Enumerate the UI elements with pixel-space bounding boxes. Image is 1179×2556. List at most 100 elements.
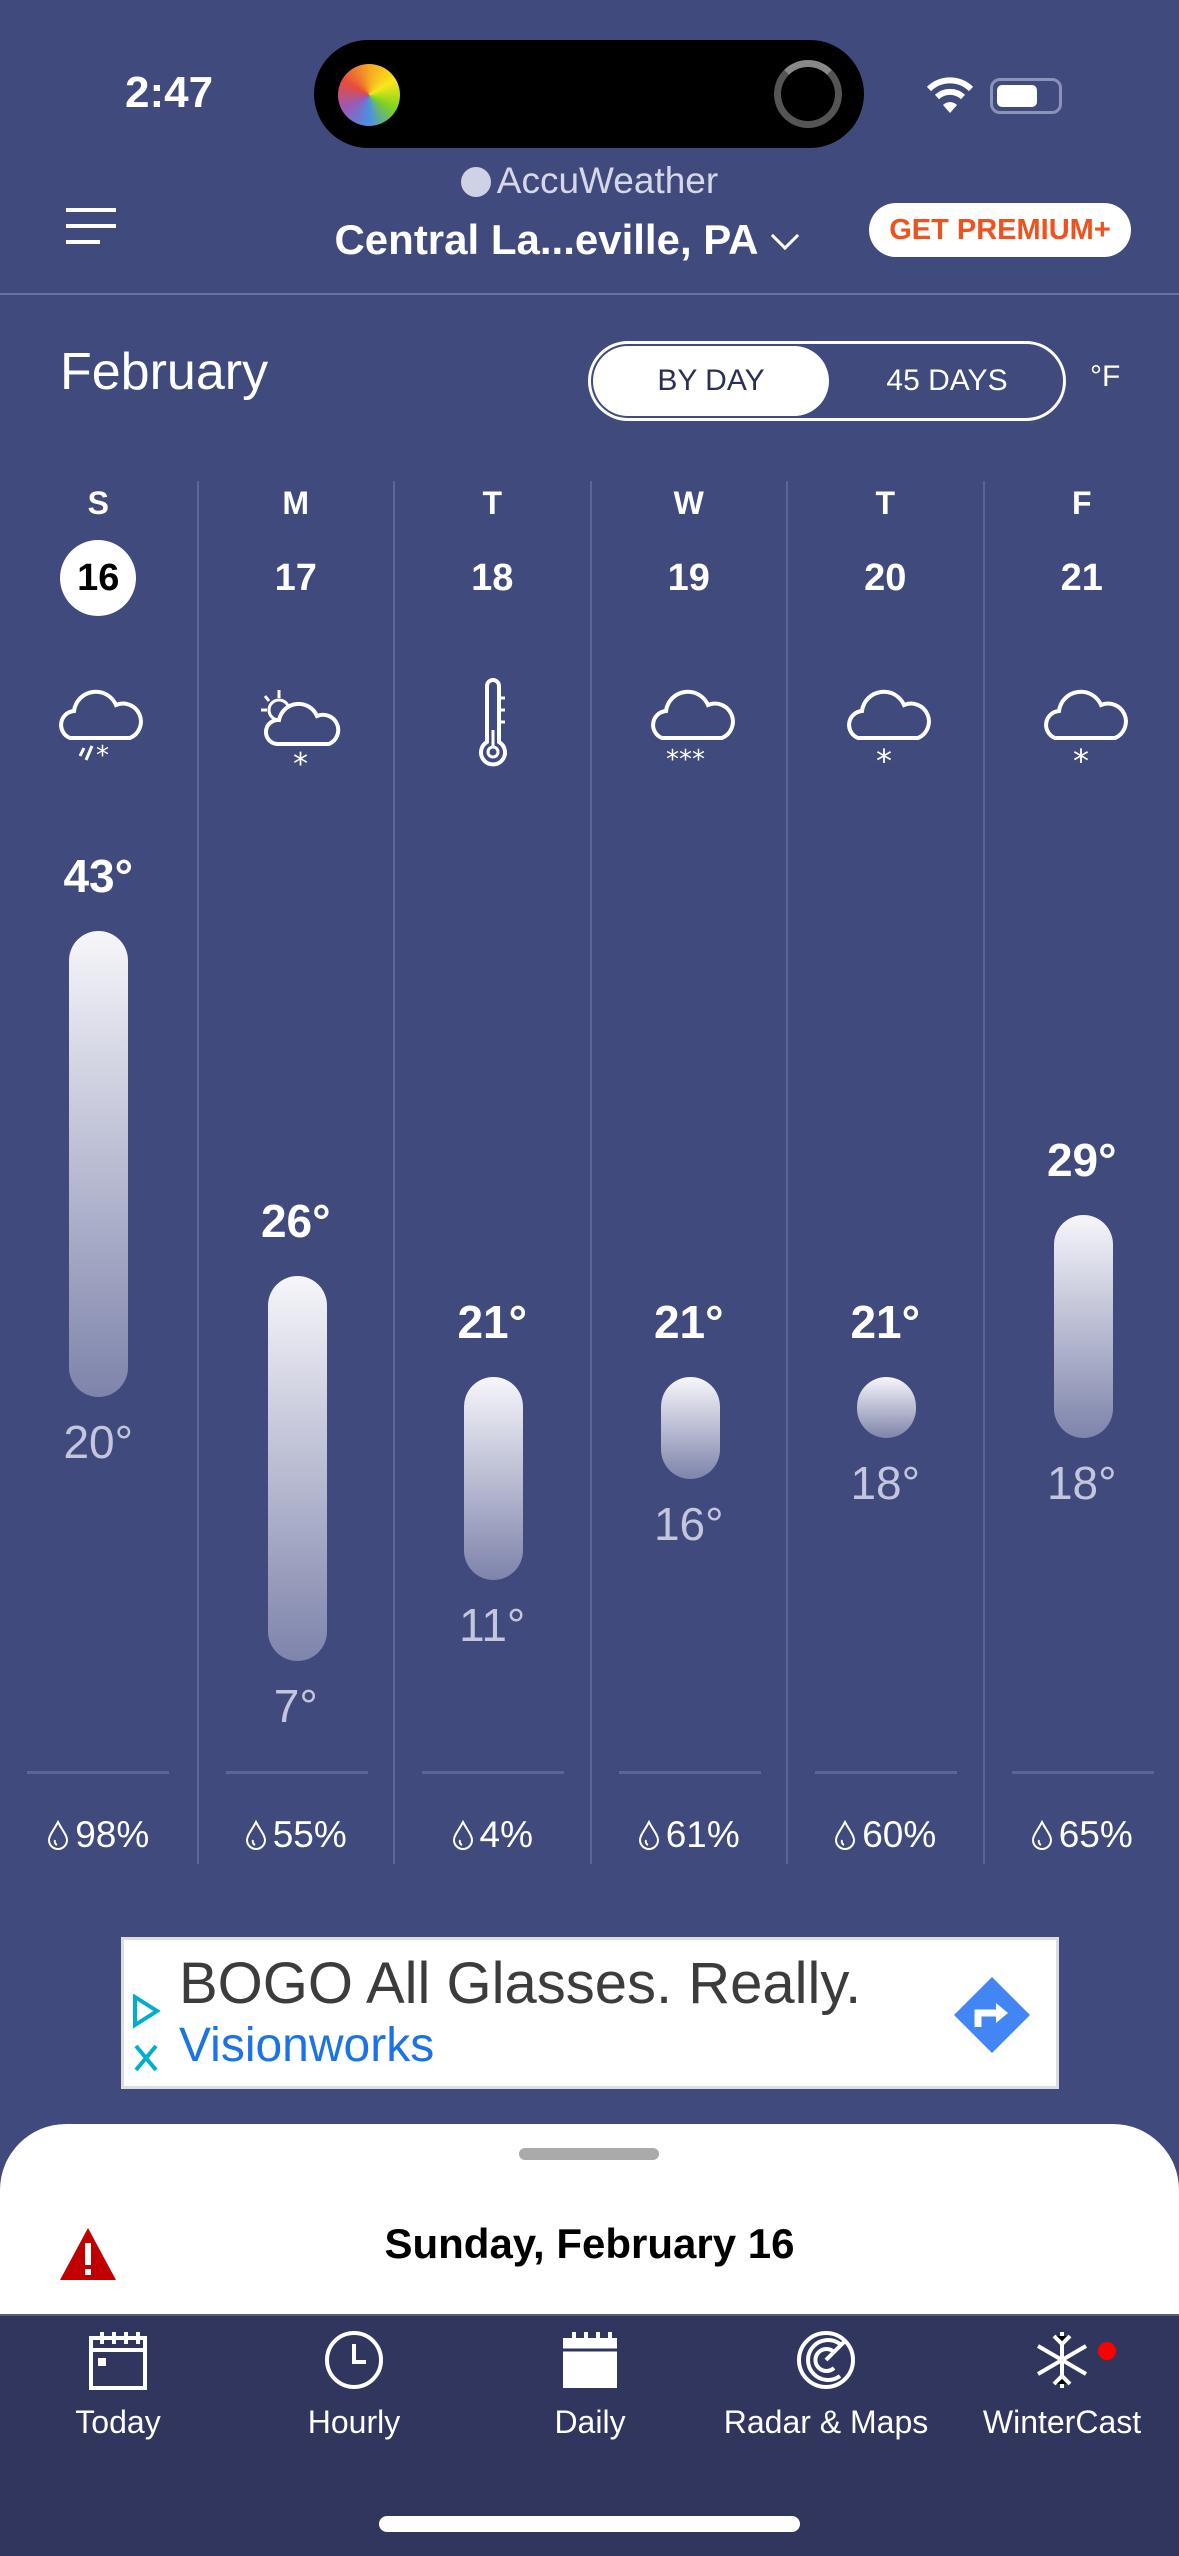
high-temp: 43° xyxy=(63,850,134,902)
battery-icon xyxy=(990,78,1062,114)
high-temp: 29° xyxy=(1046,1133,1117,1186)
notification-dot xyxy=(1098,2342,1116,2360)
precip-chance: 60% xyxy=(788,1814,983,1856)
day-date: 17 xyxy=(274,557,317,599)
precip-chance: 65% xyxy=(985,1814,1179,1856)
day-date: 20 xyxy=(864,557,907,599)
raindrop-icon xyxy=(245,1814,273,1855)
calendar-today-icon xyxy=(89,2332,147,2390)
column-divider xyxy=(618,1771,761,1774)
tab-radar-maps[interactable]: Radar & Maps xyxy=(708,2330,944,2441)
alert-warning-icon[interactable] xyxy=(58,2146,118,2376)
photos-icon xyxy=(338,64,400,126)
high-temp: 21° xyxy=(850,1296,921,1349)
snow-icon: * xyxy=(1043,689,1128,776)
svg-text:*: * xyxy=(1073,742,1089,776)
raindrop-icon xyxy=(47,1814,75,1855)
temp-range-bar xyxy=(1053,1214,1113,1438)
day-date: 21 xyxy=(1060,557,1103,599)
day-column[interactable]: T 20 * 21° 18° 60% xyxy=(786,481,983,1864)
precip-chance: 98% xyxy=(0,1814,197,1856)
month-title: February xyxy=(60,343,269,401)
snowflake-icon xyxy=(1036,2332,1088,2388)
day-column[interactable]: F 21 * 29° 18° 65% xyxy=(982,481,1179,1864)
status-time: 2:47 xyxy=(125,68,214,117)
day-column[interactable]: W 19 *** 21° 16° 61% xyxy=(589,481,787,1864)
tab-today[interactable]: Today xyxy=(0,2330,236,2441)
day-letter: S xyxy=(87,485,109,521)
low-temp: 11° xyxy=(459,1598,526,1651)
svg-text:***: *** xyxy=(666,745,705,775)
sun-logo-icon xyxy=(460,167,491,197)
column-divider xyxy=(815,1771,957,1774)
raindrop-icon xyxy=(1031,1814,1059,1855)
brand-logo: AccuWeather xyxy=(0,160,1179,202)
unit-toggle[interactable]: °F xyxy=(1090,360,1121,393)
temp-range-bar xyxy=(464,1377,523,1580)
progress-ring-icon xyxy=(774,60,842,128)
column-divider xyxy=(422,1771,564,1774)
raindrop-icon xyxy=(638,1814,666,1855)
radar-icon xyxy=(797,2331,855,2389)
precip-chance: 55% xyxy=(199,1814,394,1856)
menu-button[interactable] xyxy=(66,208,116,256)
day-date: 18 xyxy=(471,557,514,599)
rain-snow-icon: * xyxy=(59,689,143,771)
temp-range-bar xyxy=(857,1377,916,1438)
header-divider xyxy=(0,293,1179,295)
tab-daily[interactable]: Daily xyxy=(472,2330,708,2441)
day-column[interactable]: T 18 21° 11° 4% xyxy=(393,481,590,1864)
view-toggle[interactable]: BY DAY 45 DAYS xyxy=(588,341,1066,421)
partly-sunny-snow-icon: * xyxy=(260,690,340,776)
sheet-drag-handle[interactable] xyxy=(519,2148,659,2160)
tab-wintercast[interactable]: WinterCast xyxy=(944,2330,1179,2441)
svg-text:*: * xyxy=(876,742,892,776)
column-divider xyxy=(1011,1771,1154,1774)
low-temp: 18° xyxy=(850,1457,921,1509)
day-column[interactable]: S 16 * 43° 20° 98% xyxy=(0,481,197,1864)
temp-range-bar xyxy=(267,1275,327,1662)
low-temp: 16° xyxy=(653,1497,724,1550)
snow-icon: * xyxy=(847,689,931,776)
calendar-icon xyxy=(563,2332,617,2388)
by-day-tab[interactable]: BY DAY xyxy=(593,346,829,416)
get-premium-button[interactable]: GET PREMIUM+ xyxy=(869,203,1131,257)
adchoices-icon xyxy=(133,1994,161,2072)
raindrop-icon xyxy=(834,1814,862,1855)
high-temp: 26° xyxy=(260,1194,331,1247)
low-temp: 18° xyxy=(1046,1457,1117,1509)
low-temp: 20° xyxy=(63,1416,134,1469)
day-date: 19 xyxy=(667,557,710,599)
day-letter: M xyxy=(282,485,310,521)
ad-banner[interactable]: BOGO All Glasses. Really. Visionworks xyxy=(121,1937,1059,2089)
day-letter: F xyxy=(1071,485,1092,521)
svg-text:*: * xyxy=(293,747,308,776)
precip-chance: 61% xyxy=(592,1814,787,1856)
temp-range-bar xyxy=(660,1377,720,1479)
day-date: 16 xyxy=(0,540,197,616)
chevron-down-icon xyxy=(770,221,799,251)
sheet-title: Sunday, February 16 xyxy=(384,2220,795,2267)
home-indicator[interactable] xyxy=(379,2516,800,2532)
day-letter: T xyxy=(875,485,896,521)
column-divider xyxy=(27,1771,169,1774)
svg-text:*: * xyxy=(96,741,109,771)
dynamic-island xyxy=(314,40,864,148)
heavy-snow-icon: *** xyxy=(650,689,735,775)
clock-icon xyxy=(325,2331,383,2389)
thermometer-icon xyxy=(479,678,507,767)
high-temp: 21° xyxy=(653,1296,724,1349)
ad-headline: BOGO All Glasses. Really. xyxy=(179,1951,862,2016)
ad-brand: Visionworks xyxy=(179,2019,435,2072)
location-selector[interactable]: Central La...eville, PA xyxy=(0,216,1179,264)
day-letter: T xyxy=(482,485,503,521)
day-column[interactable]: M 17 * 26° 7° 55% xyxy=(196,481,394,1864)
day-letter: W xyxy=(673,485,704,521)
precip-chance: 4% xyxy=(395,1814,590,1856)
low-temp: 7° xyxy=(273,1680,318,1733)
high-temp: 21° xyxy=(457,1296,528,1349)
raindrop-icon xyxy=(452,1814,480,1855)
tab-hourly[interactable]: Hourly xyxy=(236,2330,472,2441)
directions-icon[interactable] xyxy=(952,1975,1032,2055)
45-days-tab[interactable]: 45 DAYS xyxy=(886,364,1008,397)
